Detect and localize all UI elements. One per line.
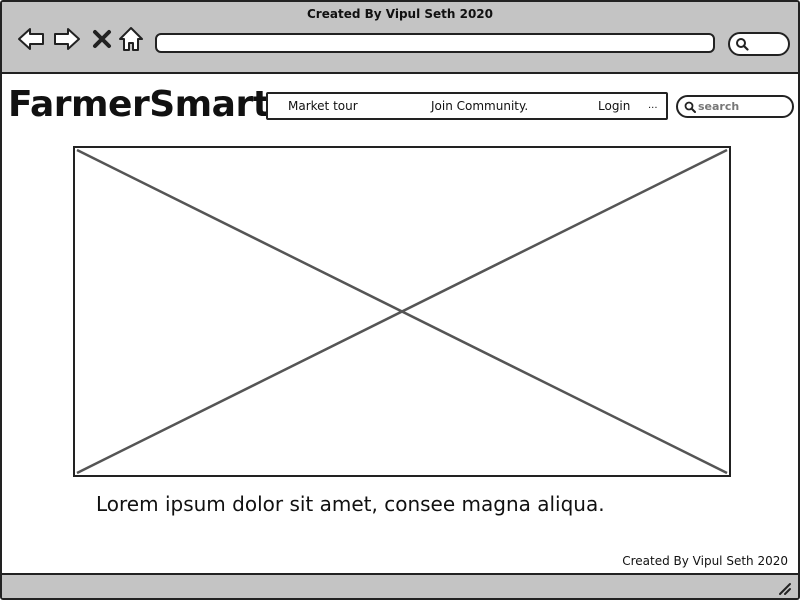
body-text: Lorem ipsum dolor sit amet, consee magna… bbox=[96, 492, 605, 516]
status-bar bbox=[2, 573, 798, 598]
site-search[interactable] bbox=[676, 95, 794, 118]
browser-toolbar: Created By Vipul Seth 2020 bbox=[2, 2, 798, 74]
forward-arrow-icon[interactable] bbox=[52, 24, 82, 54]
window-title: Created By Vipul Seth 2020 bbox=[307, 7, 493, 21]
site-logo[interactable]: FarmerSmart bbox=[8, 84, 270, 125]
browser-search-field[interactable] bbox=[728, 32, 790, 56]
close-icon[interactable] bbox=[90, 24, 114, 54]
menu-item-more[interactable]: ... bbox=[648, 100, 658, 111]
back-arrow-icon[interactable] bbox=[16, 24, 46, 54]
home-icon[interactable] bbox=[118, 24, 144, 54]
resize-grip-icon[interactable] bbox=[778, 581, 792, 595]
main-menu: Market tour Join Community. Login ... bbox=[266, 92, 668, 120]
menu-item-join-community[interactable]: Join Community. bbox=[431, 99, 529, 113]
search-input[interactable] bbox=[698, 98, 788, 114]
url-bar[interactable] bbox=[155, 33, 715, 53]
search-icon bbox=[684, 101, 696, 113]
footer-credit: Created By Vipul Seth 2020 bbox=[622, 554, 788, 568]
menu-item-market-tour[interactable]: Market tour bbox=[288, 99, 358, 113]
image-placeholder bbox=[73, 146, 731, 477]
search-icon bbox=[736, 38, 749, 51]
menu-item-login[interactable]: Login bbox=[598, 99, 631, 113]
